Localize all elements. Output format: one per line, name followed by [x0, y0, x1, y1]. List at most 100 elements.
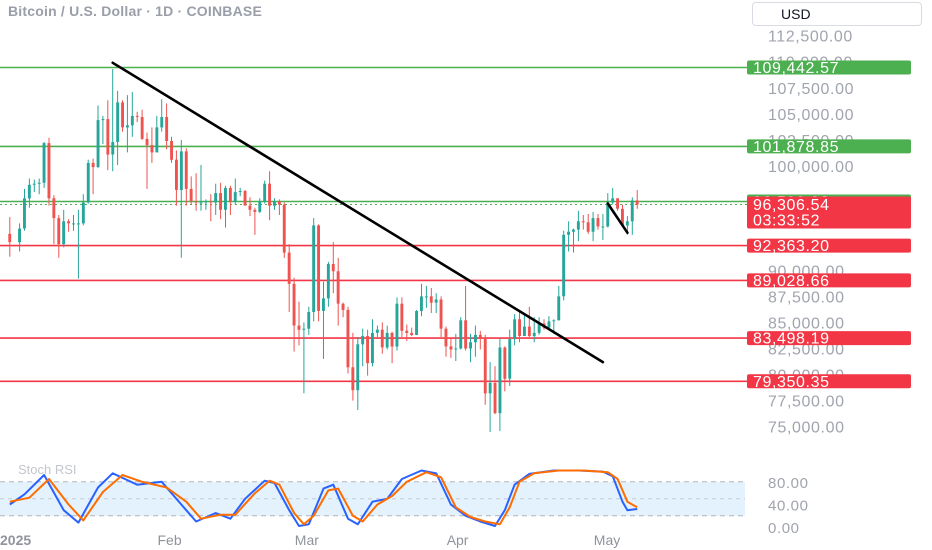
candle-body [415, 311, 418, 335]
candle-body [145, 138, 149, 146]
candle-body [277, 201, 281, 205]
candle-body [552, 320, 556, 322]
candle-body [160, 117, 164, 128]
candle-body [483, 338, 487, 394]
level-price-label-bg [747, 331, 911, 346]
candle-body [635, 200, 639, 205]
candle-body [86, 162, 90, 203]
price-axis-tick: 85,000.00 [768, 315, 845, 332]
candle-body [322, 298, 325, 311]
candle-body [341, 303, 345, 310]
candle-body [42, 143, 46, 183]
price-axis-tick: 75,000.00 [768, 420, 845, 437]
candle-body [238, 191, 242, 192]
candle-body [395, 303, 399, 347]
level-price-label-bg [747, 374, 911, 389]
candle-body [606, 202, 610, 227]
candle-body [302, 328, 306, 330]
candle-body [375, 329, 379, 333]
candle-body [228, 187, 232, 202]
candle-body [429, 296, 433, 303]
candle-body [224, 187, 227, 210]
candle-body [449, 346, 453, 350]
candle-body [616, 198, 619, 209]
candle-body [488, 382, 492, 394]
time-axis-tick: 2025 [0, 532, 31, 548]
candle-body [155, 127, 159, 153]
candle-body [52, 198, 56, 219]
candle-body [621, 208, 624, 226]
candle-body [57, 218, 61, 245]
candle-body [346, 309, 350, 368]
candle-body [130, 115, 134, 126]
candle-body [312, 225, 316, 312]
currency-button[interactable]: USD [752, 2, 922, 26]
candle-body [297, 325, 301, 330]
candle-body [184, 151, 188, 189]
price-axis-tick: 100,000.00 [768, 159, 854, 176]
time-axis-tick: Apr [447, 532, 469, 548]
candle-body [464, 320, 468, 349]
candle-body [175, 159, 178, 190]
candle-body [106, 119, 110, 155]
candle-body [101, 119, 105, 121]
candle-body [32, 183, 36, 185]
oscillator-axis-tick: 0.00 [768, 520, 800, 537]
candle-body [282, 204, 286, 253]
candle-body [37, 182, 41, 184]
candle-body [150, 145, 154, 153]
candle-body [405, 330, 409, 333]
candle-body [385, 332, 389, 348]
candle-body [527, 326, 531, 336]
candle-body [199, 202, 203, 204]
candle-body [243, 191, 247, 206]
trendline[interactable] [606, 202, 629, 234]
candle-body [537, 323, 541, 333]
candle-body [444, 328, 448, 347]
candle-body [601, 226, 605, 228]
candle-body [557, 296, 561, 321]
candle-body [135, 115, 139, 117]
candle-body [400, 303, 404, 331]
price-axis-tick: 112,500.00 [768, 29, 853, 46]
candle-body [439, 299, 443, 329]
candle-body [508, 339, 512, 379]
candle-body [518, 319, 521, 336]
candle-body [140, 117, 144, 139]
candle-body [459, 320, 463, 349]
candle-body [478, 334, 482, 338]
candle-body [18, 228, 21, 243]
candle-body [547, 321, 551, 328]
candle-body [233, 192, 237, 202]
candle-body [121, 102, 124, 128]
candle-body [326, 264, 330, 299]
candle-body [209, 201, 213, 203]
candle-body [581, 221, 585, 223]
level-price-label-bg [747, 273, 911, 288]
candle-body [179, 151, 183, 190]
candle-body [532, 332, 536, 336]
price-axis-tick: 87,500.00 [768, 289, 845, 306]
trendline[interactable] [111, 61, 605, 364]
candle-body [625, 221, 629, 226]
candle-body [268, 183, 271, 206]
candle-body [336, 271, 340, 304]
candle-body [253, 209, 257, 212]
candle-body [586, 222, 590, 232]
level-price-label-bg [747, 238, 911, 253]
last-price-tag-bg [747, 196, 911, 229]
candle-body [292, 283, 296, 326]
level-price-label-bg [747, 60, 911, 75]
candle-body [454, 348, 458, 350]
oscillator-axis-tick: 80.00 [768, 475, 809, 492]
candle-body [317, 225, 320, 311]
stoch-rsi-d-line [9, 469, 638, 526]
price-axis-tick: 105,000.00 [768, 107, 854, 124]
candle-body [331, 264, 335, 272]
price-axis-tick: 82,500.00 [768, 342, 845, 359]
candle-body [204, 201, 208, 203]
candle-body [410, 332, 414, 335]
candle-body [424, 296, 428, 298]
candle-body [469, 342, 472, 349]
